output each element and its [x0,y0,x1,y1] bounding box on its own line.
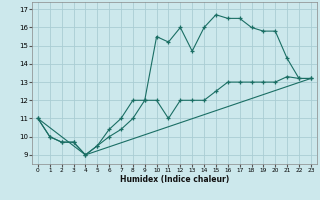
X-axis label: Humidex (Indice chaleur): Humidex (Indice chaleur) [120,175,229,184]
